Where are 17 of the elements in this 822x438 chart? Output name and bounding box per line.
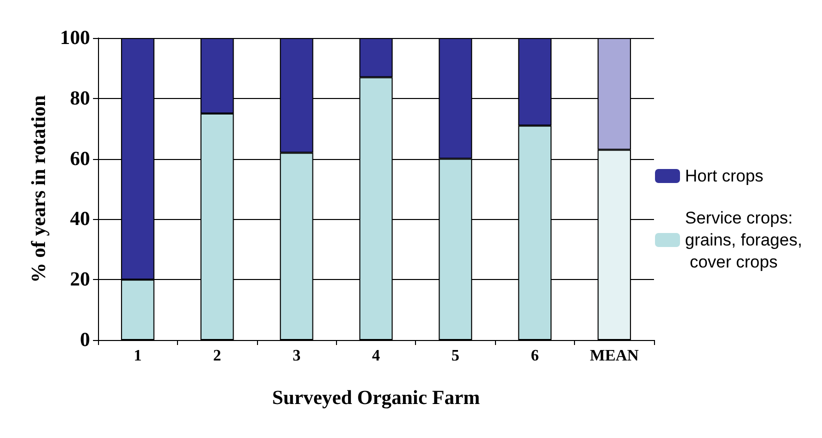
x-tick-label: MEAN xyxy=(590,348,640,364)
x-tick-label: 2 xyxy=(213,348,222,364)
y-tick-label: 100 xyxy=(60,27,90,49)
x-tick-label: 5 xyxy=(451,348,460,364)
y-tick-label: 80 xyxy=(70,87,90,110)
y-axis-title: % of years in rotation xyxy=(28,95,50,283)
y-tick-label: 0 xyxy=(80,329,90,351)
x-axis-title: Surveyed Organic Farm xyxy=(272,387,480,409)
x-tick-label: 1 xyxy=(134,348,142,364)
x-tick-label: 6 xyxy=(530,348,539,364)
x-tick-label: 3 xyxy=(292,348,301,364)
y-tick-label: 40 xyxy=(70,208,90,230)
y-tick-label: 20 xyxy=(70,268,90,291)
legend-label: Hort crops xyxy=(685,166,764,186)
legend-label: Service crops: grains, forages, cover crops xyxy=(685,208,802,272)
x-tick-label: 4 xyxy=(372,348,380,364)
y-tick-label: 60 xyxy=(70,148,90,170)
